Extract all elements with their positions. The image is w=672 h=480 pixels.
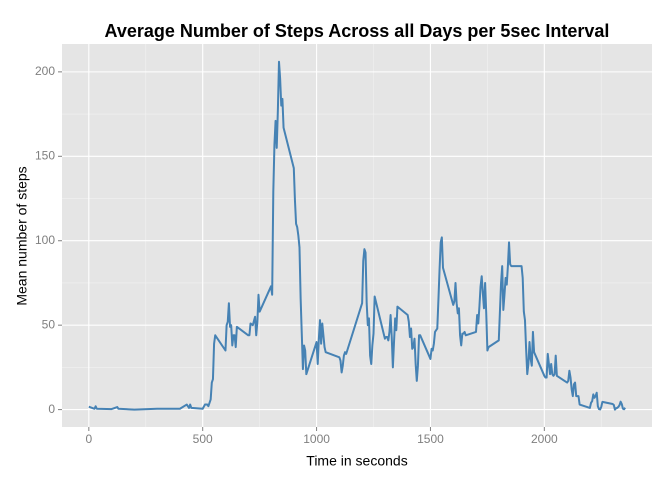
y-axis-label: Mean number of steps bbox=[14, 166, 30, 305]
x-tick-label: 1500 bbox=[417, 432, 444, 446]
line bbox=[88, 60, 626, 411]
y-tick-label: 150 bbox=[35, 148, 55, 162]
chart-title: Average Number of Steps Across all Days … bbox=[105, 21, 610, 41]
y-tick-label: 0 bbox=[48, 402, 55, 416]
x-tick-label: 500 bbox=[193, 432, 213, 446]
x-tick-label: 2000 bbox=[531, 432, 558, 446]
y-tick-label: 100 bbox=[35, 233, 55, 247]
y-tick-label: 200 bbox=[35, 64, 55, 78]
panel bbox=[62, 44, 652, 427]
x-axis-label: Time in seconds bbox=[306, 453, 407, 469]
x-tick-label: 1000 bbox=[303, 432, 330, 446]
x-tick-label: 0 bbox=[85, 432, 92, 446]
y-tick-label: 50 bbox=[42, 317, 56, 331]
